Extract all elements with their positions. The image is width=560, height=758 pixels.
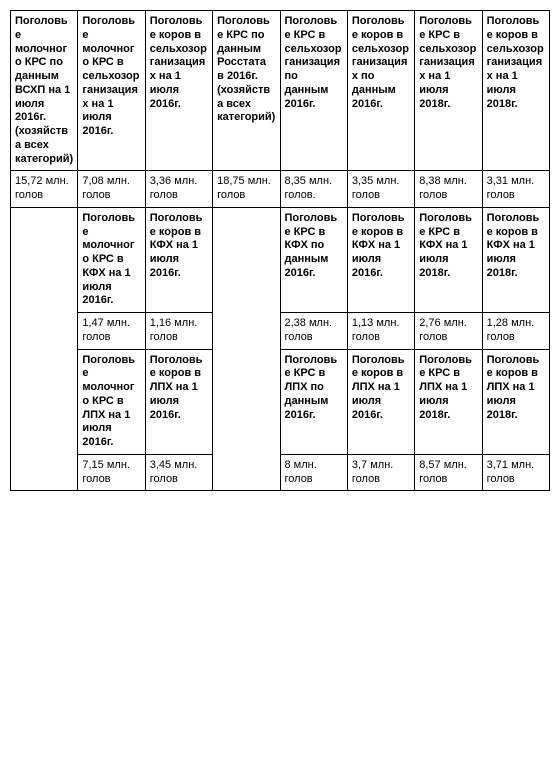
data-cell: 1,13 млн. голов <box>347 313 414 350</box>
data-cell: 3,71 млн. голов <box>482 454 549 491</box>
table-row: Поголовье молочного КРС по данным ВСХП н… <box>11 11 550 171</box>
col-header: Поголовье молочного КРС по данным ВСХП н… <box>11 11 78 171</box>
col-header: Поголовье коров в КФХ на 1 июля 2016г. <box>145 207 212 312</box>
col-header: Поголовье коров в КФХ на 1 июля 2016г. <box>347 207 414 312</box>
data-cell: 2,76 млн. голов <box>415 313 482 350</box>
col-header: Поголовье коров в сельхозорганизациях на… <box>482 11 549 171</box>
data-cell: 7,15 млн. голов <box>78 454 145 491</box>
data-cell: 3,31 млн. голов <box>482 171 549 208</box>
data-cell: 2,38 млн. голов <box>280 313 347 350</box>
col-header: Поголовье КРС в сельхозорганизациях на 1… <box>415 11 482 171</box>
data-cell: 3,45 млн. голов <box>145 454 212 491</box>
table-row: 7,15 млн. голов 3,45 млн. голов 8 млн. г… <box>11 454 550 491</box>
col-header: Поголовье КРС в ЛПХ по данным 2016г. <box>280 349 347 454</box>
data-cell: 3,36 млн. голов <box>145 171 212 208</box>
table-row: 1,47 млн. голов 1,16 млн. голов 2,38 млн… <box>11 313 550 350</box>
col-header: Поголовье КРС по данным Росстата в 2016г… <box>213 11 280 171</box>
data-cell: 8,35 млн. голов. <box>280 171 347 208</box>
col-header: Поголовье молочного КРС в КФХ на 1 июля … <box>78 207 145 312</box>
data-cell: 7,08 млн. голов <box>78 171 145 208</box>
data-cell: 1,28 млн. голов <box>482 313 549 350</box>
data-cell: 8,38 млн. голов <box>415 171 482 208</box>
data-cell: 3,7 млн. голов <box>347 454 414 491</box>
col-header: Поголовье молочного КРС в сельхозорганиз… <box>78 11 145 171</box>
data-cell: 3,35 млн. голов <box>347 171 414 208</box>
empty-cell <box>11 207 78 491</box>
col-header: Поголовье коров в ЛПХ на 1 июля 2016г. <box>347 349 414 454</box>
data-cell: 18,75 млн. голов <box>213 171 280 208</box>
table-row: 15,72 млн. голов 7,08 млн. голов 3,36 мл… <box>11 171 550 208</box>
empty-cell <box>213 207 280 491</box>
table-row: Поголовье молочного КРС в ЛПХ на 1 июля … <box>11 349 550 454</box>
col-header: Поголовье коров в сельхозорганизациях на… <box>145 11 212 171</box>
data-cell: 1,16 млн. голов <box>145 313 212 350</box>
cattle-stats-table: Поголовье молочного КРС по данным ВСХП н… <box>10 10 550 491</box>
col-header: Поголовье коров в ЛПХ на 1 июля 2018г. <box>482 349 549 454</box>
table-row: Поголовье молочного КРС в КФХ на 1 июля … <box>11 207 550 312</box>
col-header: Поголовье коров в ЛПХ на 1 июля 2016г. <box>145 349 212 454</box>
col-header: Поголовье КРС в КФХ по данным 2016г. <box>280 207 347 312</box>
col-header: Поголовье молочного КРС в ЛПХ на 1 июля … <box>78 349 145 454</box>
data-cell: 15,72 млн. голов <box>11 171 78 208</box>
col-header: Поголовье КРС в ЛПХ на 1 июля 2018г. <box>415 349 482 454</box>
col-header: Поголовье коров в КФХ на 1 июля 2018г. <box>482 207 549 312</box>
data-cell: 1,47 млн. голов <box>78 313 145 350</box>
col-header: Поголовье коров в сельхозорганизациях по… <box>347 11 414 171</box>
data-cell: 8 млн. голов <box>280 454 347 491</box>
col-header: Поголовье КРС в КФХ на 1 июля 2018г. <box>415 207 482 312</box>
data-cell: 8,57 млн. голов <box>415 454 482 491</box>
col-header: Поголовье КРС в сельхозорганизация по да… <box>280 11 347 171</box>
